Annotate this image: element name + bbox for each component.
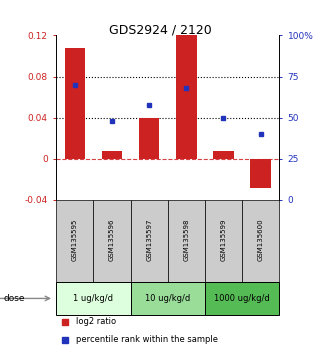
Bar [250,159,271,188]
Bar [168,200,205,282]
Text: GSM135598: GSM135598 [183,218,189,261]
Text: 1000 ug/kg/d: 1000 ug/kg/d [214,294,270,303]
Bar [56,200,93,282]
Bar [242,200,279,282]
Text: GDS2924 / 2120: GDS2924 / 2120 [109,23,212,36]
Bar [139,118,159,159]
Bar [131,200,168,282]
Bar [65,48,85,159]
Bar [205,200,242,282]
Text: GSM135597: GSM135597 [146,218,152,261]
Bar [213,150,234,159]
Bar [205,282,279,315]
Text: GSM135600: GSM135600 [258,218,264,261]
Text: 10 ug/kg/d: 10 ug/kg/d [145,294,190,303]
Text: dose: dose [3,294,25,303]
Text: GSM135596: GSM135596 [109,218,115,261]
Bar [56,282,131,315]
Text: GSM135599: GSM135599 [221,218,227,261]
Bar [176,35,196,159]
Text: log2 ratio: log2 ratio [76,317,117,326]
Bar [93,200,131,282]
Bar [102,150,122,159]
Text: GSM135595: GSM135595 [72,218,78,261]
Text: 1 ug/kg/d: 1 ug/kg/d [74,294,113,303]
Text: percentile rank within the sample: percentile rank within the sample [76,335,218,344]
Bar [131,282,205,315]
